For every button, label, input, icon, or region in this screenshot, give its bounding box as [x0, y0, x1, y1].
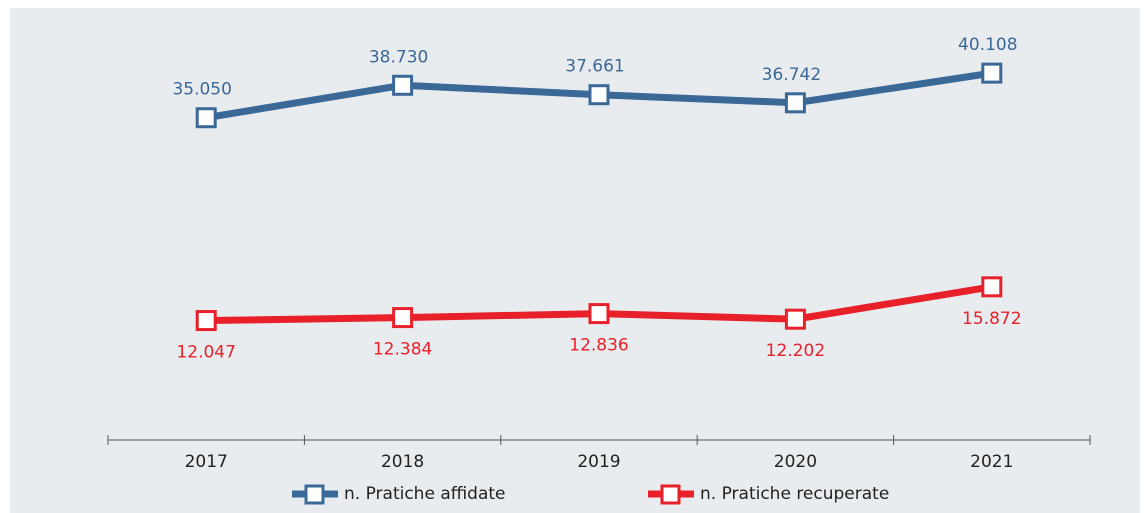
data-label: 37.661 [565, 57, 624, 77]
data-label: 36.742 [762, 65, 821, 85]
legend-label: n. Pratiche affidate [344, 484, 506, 504]
data-label: 12.836 [569, 336, 628, 356]
data-label: 12.202 [766, 341, 825, 361]
x-tick-label: 2017 [185, 452, 228, 472]
x-tick-label: 2020 [774, 452, 817, 472]
data-point [784, 308, 806, 330]
data-point [392, 74, 414, 96]
x-tick-label: 2018 [381, 452, 424, 472]
data-point [392, 307, 414, 329]
x-tick-label: 2019 [577, 452, 620, 472]
data-label: 40.108 [958, 35, 1017, 55]
legend-marker [660, 484, 681, 505]
data-point [981, 276, 1003, 298]
data-point [784, 92, 806, 114]
x-tick-label: 2021 [970, 452, 1013, 472]
data-point [588, 84, 610, 106]
data-label: 38.730 [369, 47, 428, 67]
legend-marker [304, 484, 325, 505]
data-point [195, 310, 217, 332]
data-point [588, 303, 610, 325]
data-point [981, 62, 1003, 84]
data-label: 15.872 [962, 309, 1021, 329]
data-label: 35.050 [172, 80, 231, 100]
data-point [195, 107, 217, 129]
data-label: 12.047 [176, 343, 235, 363]
legend-label: n. Pratiche recuperate [700, 484, 889, 504]
data-label: 12.384 [373, 340, 432, 360]
